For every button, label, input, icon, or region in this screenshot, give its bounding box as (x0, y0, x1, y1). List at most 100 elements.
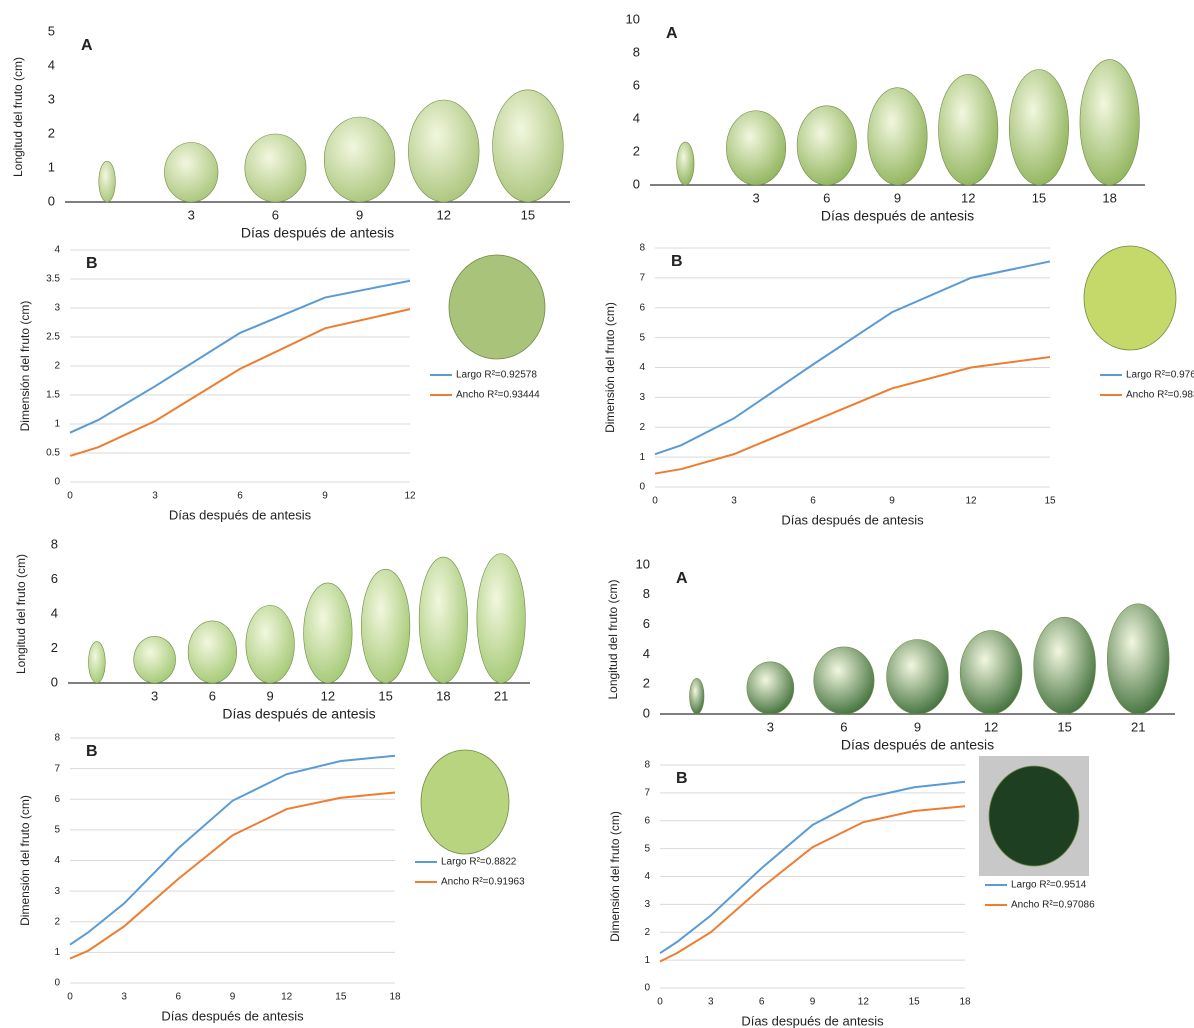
legend-label: Largo R²=0.92578 (456, 370, 537, 381)
x-tick-label: 6 (272, 207, 279, 222)
x-tick-label: 18 (1102, 190, 1116, 205)
panel-label: B (86, 255, 98, 272)
legend-label: Ancho R²=0.97086 (1011, 900, 1095, 911)
fruit (493, 90, 564, 202)
y-tick-label: 4 (51, 605, 58, 620)
fruit (1009, 70, 1068, 186)
x-tick-label: 9 (894, 190, 901, 205)
y-tick-label: 0 (633, 176, 640, 191)
y-tick-label: 2 (48, 125, 55, 140)
y-tick-label: 8 (643, 586, 650, 601)
y-tick-label: 4 (54, 245, 60, 256)
legend-label: Ancho R²=0.93444 (456, 390, 540, 401)
x-tick-label: 6 (209, 688, 216, 703)
y-tick-label: 5 (54, 825, 60, 836)
y-axis-label: Longitud del fruto (cm) (606, 579, 620, 699)
panel-label: B (676, 770, 688, 787)
y-tick-label: 3 (639, 392, 645, 403)
y-tick-label: 2 (54, 361, 60, 372)
y-tick-label: 4 (643, 646, 650, 661)
y-tick-label: 0 (643, 705, 650, 720)
y-tick-label: 7 (639, 273, 645, 284)
panel-label: A (676, 570, 688, 587)
fruit (1034, 617, 1096, 714)
fruit (164, 143, 218, 203)
x-tick-label: 12 (858, 997, 870, 1008)
fruit (960, 631, 1022, 714)
x-tick-label: 3 (708, 997, 714, 1008)
y-tick-label: 1 (54, 947, 60, 958)
x-tick-label: 12 (437, 207, 451, 222)
y-tick-label: 8 (639, 243, 645, 254)
y-tick-label: 6 (644, 815, 650, 826)
y-tick-label: 1 (644, 955, 650, 966)
fruit (188, 621, 237, 683)
x-tick-label: 9 (267, 688, 274, 703)
y-tick-label: 6 (633, 77, 640, 92)
y-tick-label: 7 (54, 763, 60, 774)
x-tick-label: 12 (404, 491, 416, 502)
fruit (1107, 604, 1169, 714)
y-tick-label: 6 (639, 302, 645, 313)
panel-label: B (671, 253, 683, 270)
fruit (134, 636, 176, 683)
y-tick-label: 5 (644, 843, 650, 854)
y-tick-label: 2 (54, 916, 60, 927)
y-tick-label: 0 (48, 193, 55, 208)
x-tick-label: 6 (823, 190, 830, 205)
fruit (245, 134, 306, 202)
x-tick-label: 15 (909, 997, 921, 1008)
y-tick-label: 1 (48, 159, 55, 174)
inset-photo (1084, 246, 1176, 350)
x-tick-label: 15 (521, 207, 535, 222)
y-tick-label: 2 (633, 143, 640, 158)
x-tick-label: 6 (759, 997, 765, 1008)
fruit (747, 662, 794, 714)
x-tick-label: 3 (767, 719, 774, 734)
x-tick-label: 12 (321, 688, 335, 703)
y-tick-label: 4 (644, 871, 650, 882)
x-tick-label: 3 (152, 491, 158, 502)
fruit (797, 106, 856, 185)
x-tick-label: 18 (436, 688, 450, 703)
x-tick-label: 15 (1032, 190, 1046, 205)
y-axis-label: Dimensión del fruto (cm) (18, 301, 32, 432)
y-tick-label: 7 (644, 788, 650, 799)
x-tick-label: 15 (335, 992, 347, 1003)
x-tick-label: 6 (840, 719, 847, 734)
fruit (939, 74, 998, 185)
fruit (677, 142, 694, 185)
fruit (814, 647, 874, 714)
y-tick-label: 2 (639, 422, 645, 433)
x-tick-label: 12 (984, 719, 998, 734)
fruit (88, 642, 105, 683)
x-tick-label: 15 (1044, 496, 1056, 507)
figure: A012345Días después de antesisLongitud d… (0, 0, 1194, 1028)
fruit (99, 161, 116, 202)
x-axis-label: Días después de antesis (841, 737, 994, 753)
x-tick-label: 0 (67, 491, 73, 502)
fruit (887, 640, 949, 715)
fruit (690, 678, 704, 714)
panel-label: A (666, 25, 678, 42)
y-tick-label: 3 (54, 303, 60, 314)
x-axis-label: Días después de antesis (241, 225, 394, 241)
y-tick-label: 8 (54, 733, 60, 744)
y-tick-label: 0 (54, 978, 60, 989)
y-tick-label: 0 (639, 482, 645, 493)
y-tick-label: 10 (636, 556, 650, 571)
y-axis-label: Dimensión del fruto (cm) (608, 811, 622, 942)
x-axis-label: Días después de antesis (741, 1013, 884, 1028)
y-tick-label: 6 (643, 616, 650, 631)
x-axis-label: Días después de antesis (821, 208, 974, 224)
y-tick-label: 6 (54, 794, 60, 805)
y-tick-label: 5 (48, 23, 55, 38)
y-axis-label: Dimensión del fruto (cm) (603, 302, 617, 433)
x-tick-label: 6 (810, 496, 816, 507)
x-tick-label: 15 (1057, 719, 1071, 734)
legend-label: Largo R²=0.97691 (1126, 370, 1194, 381)
x-tick-label: 21 (494, 688, 508, 703)
legend-label: Largo R²=0.9514 (1011, 880, 1087, 891)
x-tick-label: 15 (378, 688, 392, 703)
x-tick-label: 18 (959, 997, 971, 1008)
